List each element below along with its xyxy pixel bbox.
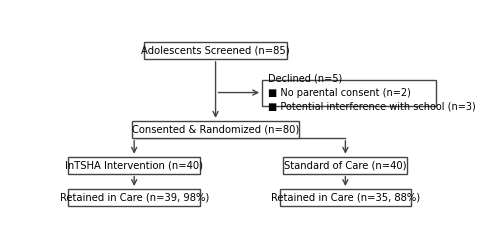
FancyBboxPatch shape xyxy=(262,79,436,106)
Text: Adolescents Screened (n=85): Adolescents Screened (n=85) xyxy=(142,45,290,55)
Text: Retained in Care (n=35, 88%): Retained in Care (n=35, 88%) xyxy=(271,192,420,202)
Text: Consented & Randomized (n=80): Consented & Randomized (n=80) xyxy=(132,124,299,134)
Text: Standard of Care (n=40): Standard of Care (n=40) xyxy=(284,160,406,170)
FancyBboxPatch shape xyxy=(284,157,408,174)
FancyBboxPatch shape xyxy=(280,189,411,206)
Text: Declined (n=5)
■ No parental consent (n=2)
■ Potential interference with school : Declined (n=5) ■ No parental consent (n=… xyxy=(268,74,476,112)
FancyBboxPatch shape xyxy=(68,157,200,174)
FancyBboxPatch shape xyxy=(132,121,299,138)
FancyBboxPatch shape xyxy=(144,42,287,59)
FancyBboxPatch shape xyxy=(68,189,200,206)
Text: Retained in Care (n=39, 98%): Retained in Care (n=39, 98%) xyxy=(60,192,209,202)
Text: InTSHA Intervention (n=40): InTSHA Intervention (n=40) xyxy=(65,160,203,170)
